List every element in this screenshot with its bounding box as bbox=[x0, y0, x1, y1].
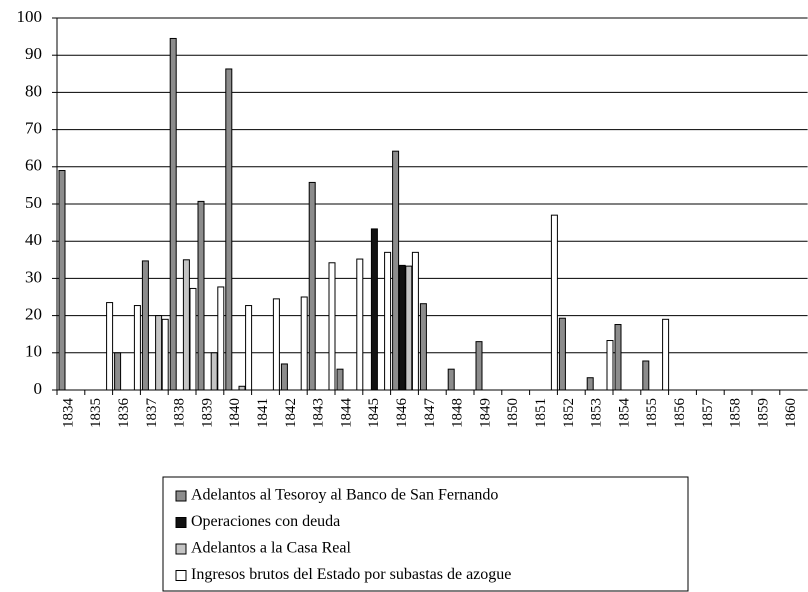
y-tick-label: 70 bbox=[25, 119, 42, 138]
x-tick-label: 1840 bbox=[227, 398, 243, 428]
bar bbox=[280, 363, 288, 391]
bar bbox=[114, 352, 122, 391]
bar bbox=[550, 214, 558, 391]
x-tick-label: 1848 bbox=[450, 398, 466, 428]
x-tick-label: 1834 bbox=[60, 398, 76, 429]
bar bbox=[384, 251, 392, 391]
bar bbox=[642, 360, 650, 391]
bar bbox=[300, 296, 308, 391]
x-tick-label: 1835 bbox=[88, 398, 104, 428]
bar bbox=[189, 287, 197, 391]
x-tick-label: 1847 bbox=[422, 398, 438, 429]
x-tick-label: 1849 bbox=[477, 398, 493, 428]
y-tick-label: 20 bbox=[25, 305, 42, 324]
x-tick-label: 1846 bbox=[394, 398, 410, 429]
bar bbox=[606, 340, 614, 391]
legend-swatch bbox=[175, 570, 187, 581]
x-tick-label: 1841 bbox=[255, 398, 271, 428]
bar bbox=[392, 150, 400, 391]
x-tick-label: 1843 bbox=[311, 398, 327, 428]
legend-label: Operaciones con deuda bbox=[191, 513, 340, 530]
bar bbox=[370, 228, 378, 391]
legend-swatch bbox=[175, 490, 187, 502]
bar bbox=[328, 262, 336, 391]
bar bbox=[475, 341, 483, 391]
bar bbox=[225, 68, 233, 391]
y-tick-label: 80 bbox=[25, 81, 42, 100]
bar bbox=[411, 251, 419, 391]
y-tick-label: 50 bbox=[25, 193, 42, 212]
x-tick-label: 1844 bbox=[338, 398, 354, 429]
bar bbox=[558, 317, 566, 391]
bar bbox=[106, 302, 114, 391]
x-tick-label: 1842 bbox=[283, 398, 299, 428]
bar bbox=[586, 377, 594, 391]
bar bbox=[141, 260, 149, 391]
legend-swatch bbox=[175, 543, 187, 555]
y-tick-label: 10 bbox=[25, 342, 42, 361]
legend-label: Adelantos al Tesoroy al Banco de San Fer… bbox=[191, 487, 498, 504]
x-tick-label: 1852 bbox=[561, 398, 577, 428]
bar bbox=[217, 286, 225, 391]
x-tick-label: 1860 bbox=[783, 398, 799, 428]
bar bbox=[419, 303, 427, 391]
bar bbox=[161, 318, 169, 391]
y-tick-label: 60 bbox=[25, 156, 42, 175]
x-tick-label: 1836 bbox=[116, 398, 132, 429]
x-tick-label: 1851 bbox=[533, 398, 549, 428]
bar bbox=[614, 324, 622, 391]
y-tick-label: 30 bbox=[25, 267, 42, 286]
y-tick-label: 100 bbox=[17, 7, 43, 26]
bar bbox=[662, 318, 670, 391]
bar bbox=[238, 385, 246, 391]
bar bbox=[447, 368, 455, 391]
bar bbox=[197, 200, 205, 391]
x-tick-label: 1854 bbox=[616, 398, 632, 429]
x-tick-label: 1856 bbox=[672, 398, 688, 429]
x-tick-label: 1850 bbox=[505, 398, 521, 428]
x-tick-label: 1839 bbox=[199, 398, 215, 428]
bar bbox=[210, 352, 218, 391]
legend-label: Adelantos a la Casa Real bbox=[191, 540, 352, 557]
y-tick-label: 90 bbox=[25, 44, 42, 63]
bar bbox=[155, 315, 163, 391]
x-tick-label: 1857 bbox=[700, 398, 716, 429]
legend-box bbox=[162, 476, 689, 592]
bar bbox=[356, 258, 364, 391]
x-tick-label: 1853 bbox=[589, 398, 605, 428]
x-tick-label: 1838 bbox=[172, 398, 188, 428]
bar bbox=[272, 298, 280, 391]
legend-swatch bbox=[175, 517, 187, 528]
x-tick-label: 1858 bbox=[728, 398, 744, 428]
y-tick-label: 40 bbox=[25, 230, 42, 249]
bar bbox=[308, 181, 316, 391]
bar bbox=[245, 305, 253, 391]
x-tick-label: 1855 bbox=[644, 398, 660, 428]
bar bbox=[182, 259, 190, 391]
y-tick-label: 0 bbox=[34, 379, 43, 398]
bar bbox=[169, 37, 177, 391]
bar bbox=[58, 170, 66, 391]
bar bbox=[133, 305, 141, 391]
bar bbox=[336, 368, 344, 391]
bar bbox=[405, 265, 413, 391]
x-tick-label: 1837 bbox=[144, 398, 160, 429]
legend-label: Ingresos brutos del Estado por subastas … bbox=[191, 566, 511, 583]
x-tick-label: 1859 bbox=[755, 398, 771, 428]
x-tick-label: 1845 bbox=[366, 398, 382, 428]
bar bbox=[398, 264, 406, 391]
